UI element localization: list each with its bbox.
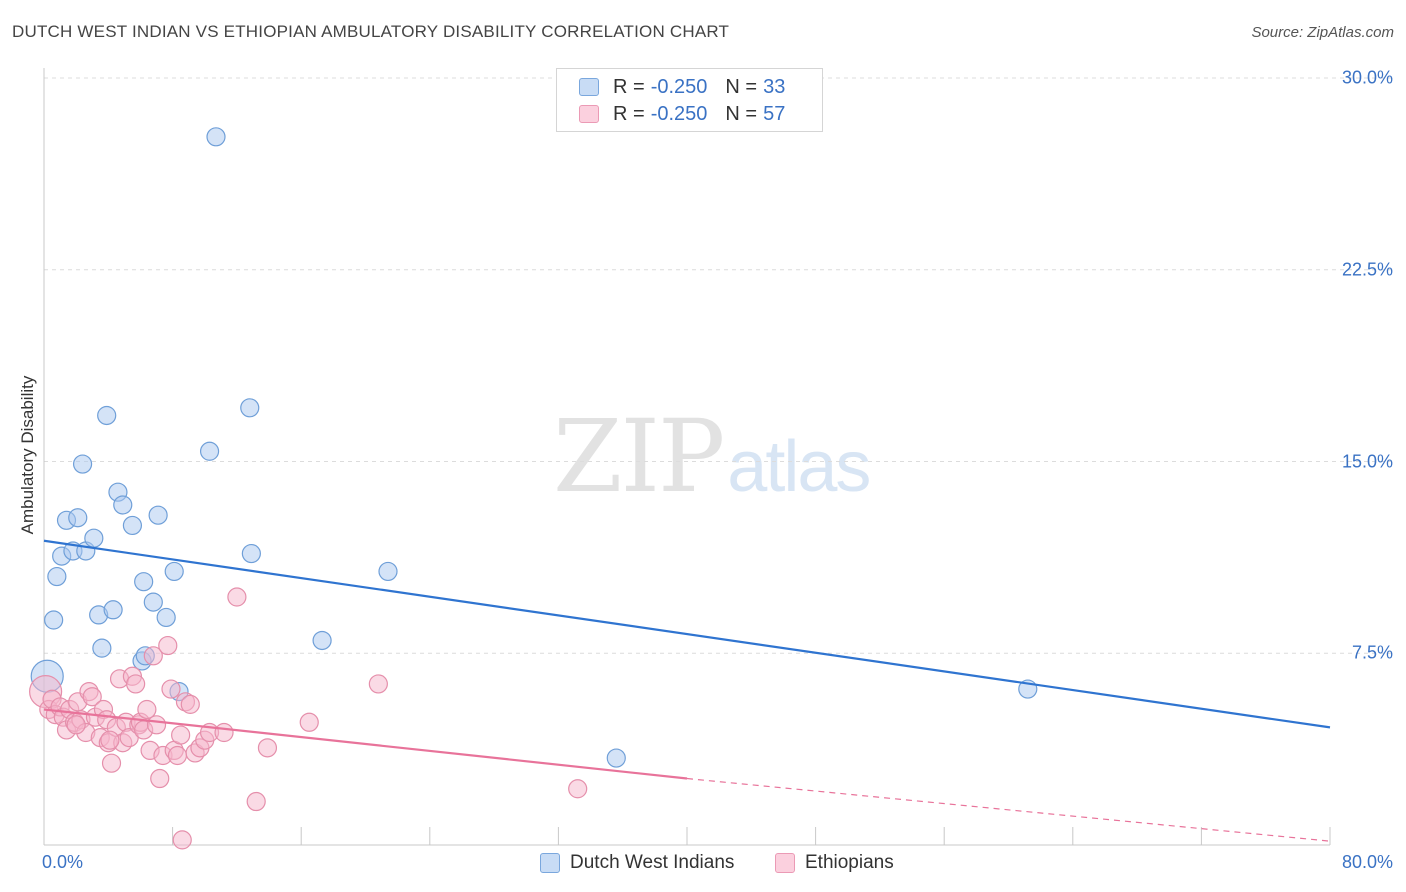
point-ethiopians [299,712,319,732]
point-ethiopians [368,674,388,694]
point-dutch-west-indians [606,748,626,768]
legend-r-value: -0.250 [650,75,708,98]
point-dutch-west-indians [97,405,117,426]
point-ethiopians [246,791,266,812]
point-ethiopians [161,679,181,699]
point-dutch-west-indians [378,561,398,582]
legend-n-value: 33 [763,75,786,98]
point-dutch-west-indians [164,561,184,582]
point-ethiopians [227,587,247,607]
point-ethiopians [167,745,188,766]
bottom-legend-swatch-blue [540,853,560,873]
legend-n-label: N = [725,75,758,98]
point-dutch-west-indians [47,566,67,587]
point-dutch-west-indians [199,441,220,461]
point-dutch-west-indians [206,127,226,147]
legend-r-value: -0.250 [650,102,708,125]
point-ethiopians [150,768,170,789]
point-dutch-west-indians [103,600,123,620]
bottom-legend-label: Ethiopians [805,852,894,873]
point-dutch-west-indians [122,515,143,536]
trend-layer [43,539,1331,842]
point-ethiopians [126,674,146,694]
legend-n-value: 57 [763,102,786,125]
point-dutch-west-indians [143,592,163,612]
point-ethiopians [568,779,588,799]
bottom-legend-swatch-pink [775,853,795,873]
legend-swatch-blue [579,78,599,96]
axis-layer [43,68,1331,846]
y-tick-label: 30.0% [1341,67,1393,88]
point-dutch-west-indians [84,528,104,548]
y-axis-label: Ambulatory Disability [18,375,37,535]
point-dutch-west-indians [72,454,93,474]
grid-layer [44,77,1392,654]
point-dutch-west-indians [156,607,176,628]
y-tick-label: 15.0% [1341,451,1393,471]
point-dutch-west-indians [68,508,88,528]
point-ethiopians [66,715,86,735]
trend-line-ethiopians [43,708,688,780]
point-ethiopians [146,715,167,735]
x-tick-label-min: 0.0% [42,852,84,872]
legend-r-label: R = [613,102,645,125]
point-ethiopians [100,730,120,750]
legend-swatch-pink [579,105,599,123]
x-tick-label-max: 80.0% [1341,852,1393,872]
point-ethiopians [158,635,178,656]
point-dutch-west-indians [113,495,133,515]
point-dutch-west-indians [241,543,261,564]
point-dutch-west-indians [148,505,168,525]
bottom-legend-ethiopians[interactable]: Ethiopians [775,852,894,874]
y-tick-label: 7.5% [1351,642,1393,663]
legend-r-label: R = [613,75,645,98]
point-ethiopians [101,753,122,773]
point-dutch-west-indians [312,630,332,651]
point-dutch-west-indians [44,610,64,630]
bottom-legend-label: Dutch West Indians [570,852,735,873]
point-ethiopians [257,738,278,758]
point-ethiopians [171,725,191,745]
point-dutch-west-indians [240,398,260,418]
y-tick-label: 22.5% [1341,259,1393,280]
legend-row-dutch-west-indians: R = -0.250 N = 33 [579,76,785,98]
bottom-legend-dutch-west-indians[interactable]: Dutch West Indians [540,852,734,874]
legend-n-label: N = [725,102,758,125]
point-ethiopians [82,687,102,707]
point-ethiopians [180,694,200,714]
point-ethiopians [137,699,157,720]
point-ethiopians [172,830,192,850]
point-dutch-west-indians [92,638,112,658]
trend-line-extension-ethiopians [686,777,1331,842]
stats-legend: R = -0.250 N = 33 R = -0.250 N = 57 [556,68,823,132]
point-dutch-west-indians [134,572,154,592]
trend-line-dutch-west-indians [43,539,1331,729]
points-layer [29,127,1038,850]
chart-title: DUTCH WEST INDIAN VS ETHIOPIAN AMBULATOR… [12,22,730,41]
point-ethiopians [143,646,163,666]
source-label: Source: ZipAtlas.com [1251,24,1394,41]
point-ethiopians [214,722,234,743]
legend-row-ethiopians: R = -0.250 N = 57 [579,103,785,125]
